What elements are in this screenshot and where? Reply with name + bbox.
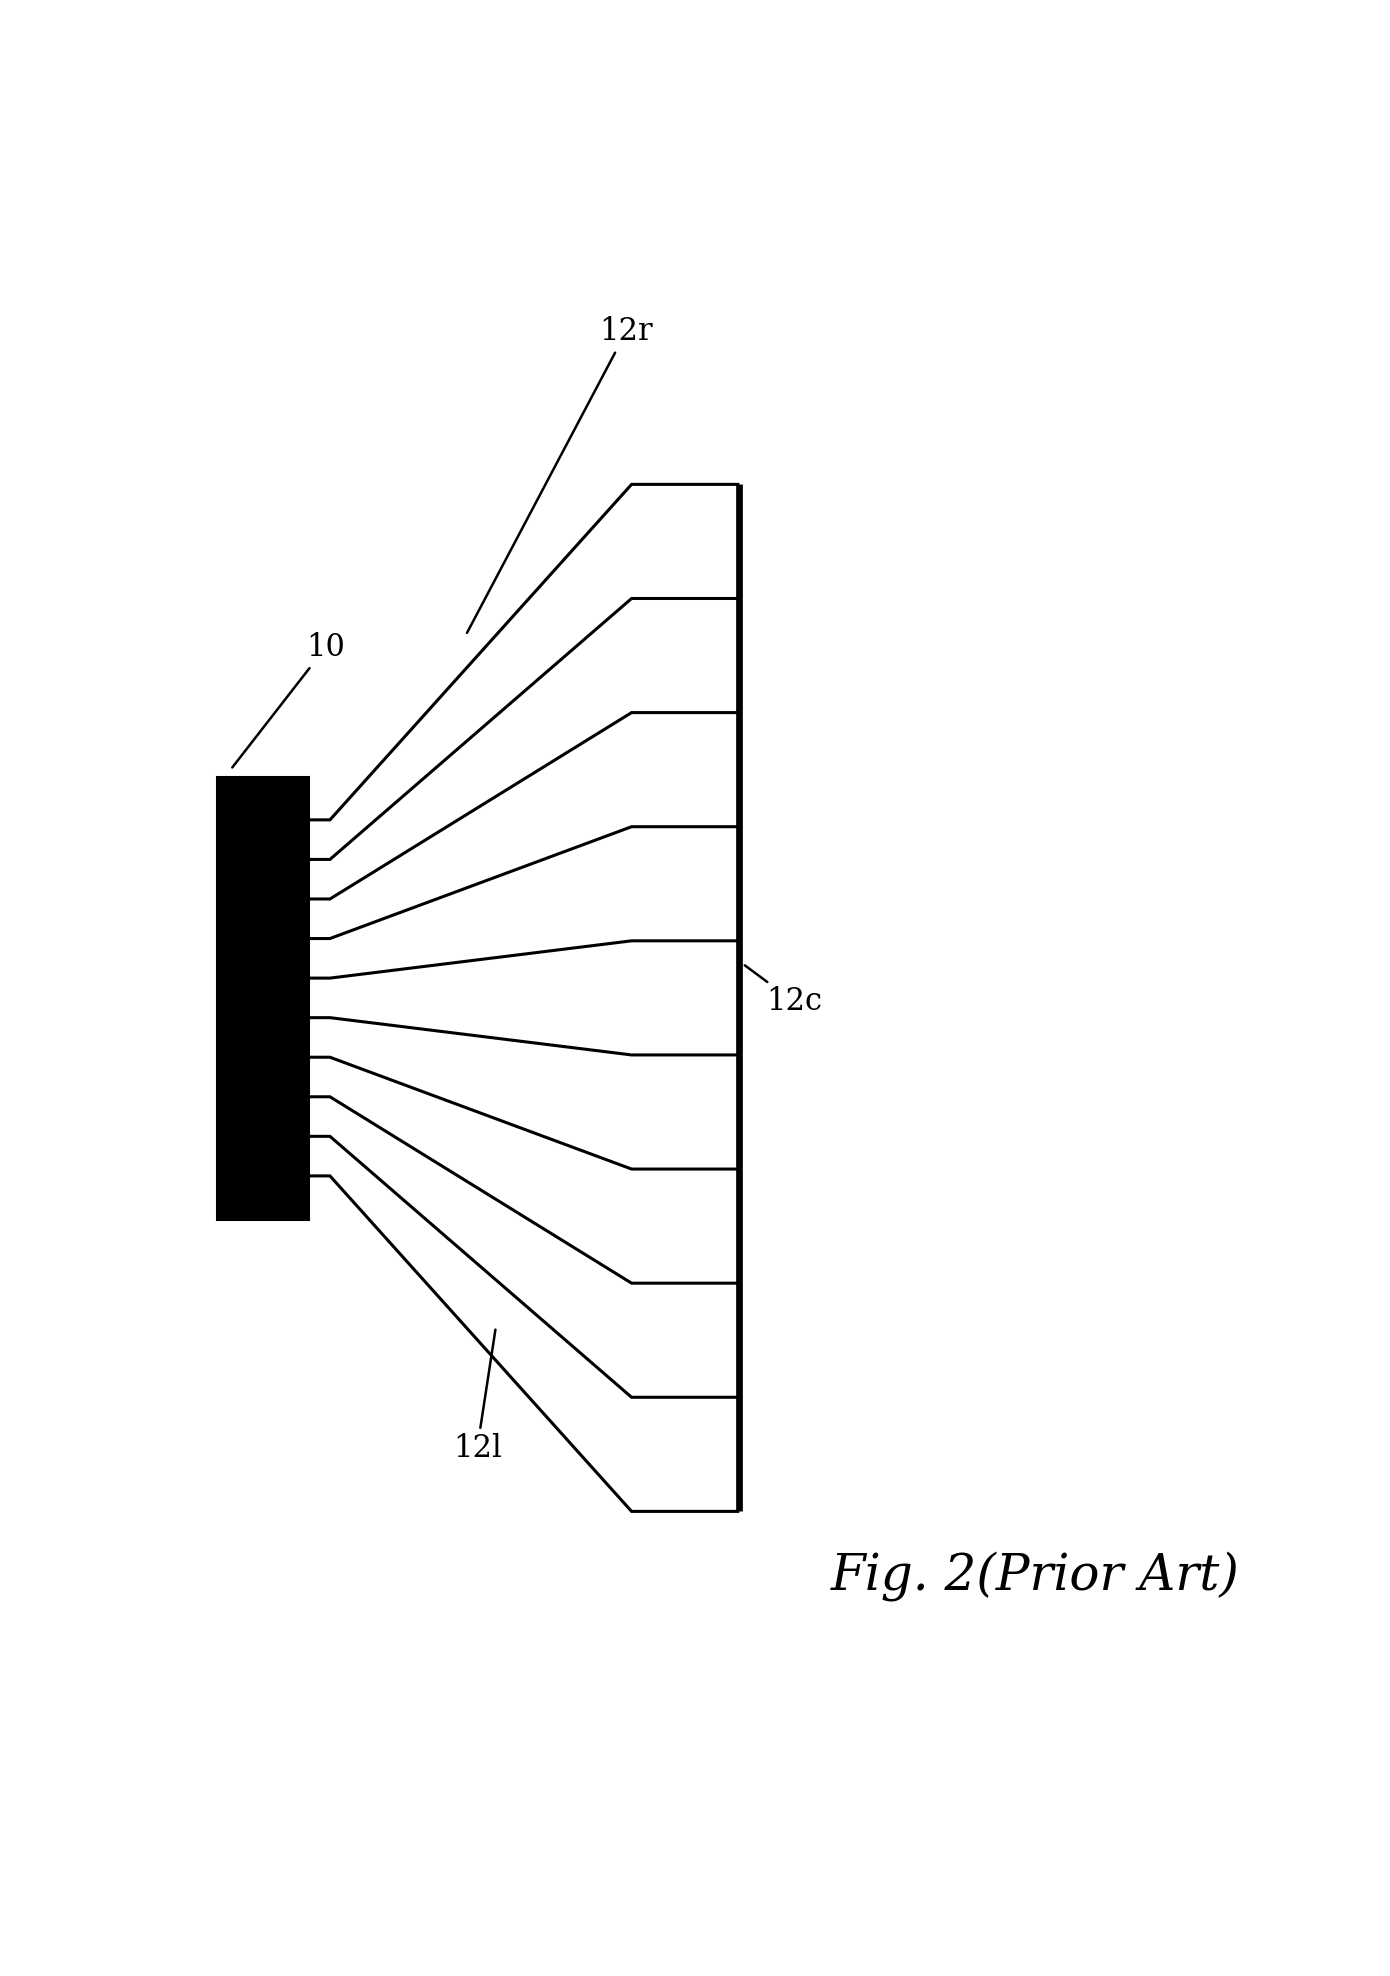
Bar	[217, 777, 309, 1219]
Text: 12l: 12l	[453, 1330, 502, 1464]
Text: 10: 10	[232, 632, 345, 767]
Text: Fig. 2(Prior Art): Fig. 2(Prior Art)	[831, 1551, 1240, 1601]
Text: 12c: 12c	[745, 966, 823, 1018]
Text: 12r: 12r	[467, 316, 653, 632]
